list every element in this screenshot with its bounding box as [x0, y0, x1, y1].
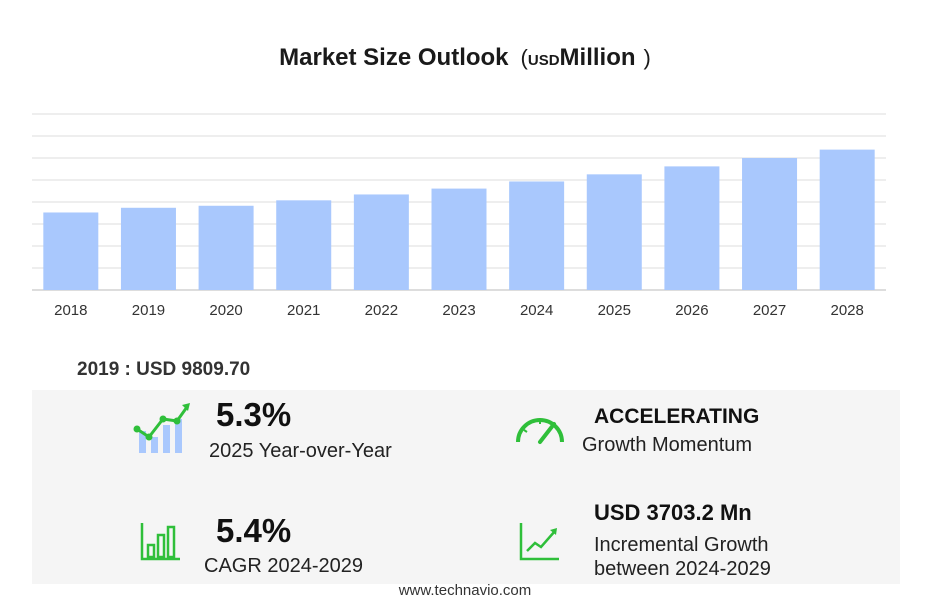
- bar-2027: [742, 158, 798, 290]
- speedometer-icon: [516, 418, 564, 444]
- momentum-label: Growth Momentum: [582, 434, 753, 456]
- x-tick-label: 2025: [598, 302, 631, 319]
- chart-bars: [43, 149, 875, 290]
- bar-2025: [586, 174, 642, 290]
- x-tick-label: 2022: [365, 302, 398, 319]
- bar-2018: [43, 212, 99, 290]
- chart-title: Market Size Outlook (USDMillion): [0, 44, 930, 72]
- year-value-stat: 2019 : USD 9809.70: [77, 359, 251, 380]
- x-tick-label: 2019: [132, 302, 165, 319]
- x-tick-label: 2026: [675, 302, 708, 319]
- line-trend-icon: [519, 523, 559, 561]
- x-tick-label: 2024: [520, 302, 553, 319]
- title-close-paren: ): [643, 45, 651, 70]
- x-tick-label: 2021: [287, 302, 320, 319]
- bar-2028: [819, 149, 875, 290]
- title-unit-big: Million: [559, 44, 636, 71]
- x-tick-label: 2028: [830, 302, 863, 319]
- title-unit-small: USD: [527, 52, 560, 69]
- yoy-label: 2025 Year-over-Year: [209, 440, 392, 462]
- bar-2019: [120, 207, 176, 290]
- bar-2023: [431, 188, 487, 290]
- bar-2024: [509, 181, 565, 290]
- title-main: Market Size Outlook: [279, 44, 509, 71]
- yoy-value: 5.3%: [216, 396, 292, 433]
- incremental-value: USD 3703.2 Mn: [594, 500, 752, 525]
- bar-2020: [198, 205, 254, 290]
- incremental-label-1: Incremental Growth: [594, 534, 769, 556]
- chart-x-ticks: 2018 2019 2020 2021 2022 2023 2024 2025 2026 2027…: [54, 302, 864, 319]
- x-tick-label: 2023: [442, 302, 475, 319]
- bar-chart-icon: [140, 523, 180, 561]
- bar-2021: [276, 200, 332, 290]
- bar-2026: [664, 166, 720, 290]
- bar-chart: 2018 2019 2020 2021 2022 2023 2024 2025 2026 2027…: [32, 113, 886, 319]
- cagr-value: 5.4%: [216, 512, 292, 549]
- growth-bars-icon: [133, 403, 190, 453]
- x-tick-label: 2018: [54, 302, 87, 319]
- incremental-label-2: between 2024-2029: [594, 558, 771, 580]
- bar-2022: [353, 194, 409, 290]
- cagr-label: CAGR 2024-2029: [204, 555, 363, 577]
- footer-url: www.technavio.com: [398, 582, 532, 599]
- x-tick-label: 2027: [753, 302, 786, 319]
- title-open-paren: (: [520, 45, 528, 70]
- x-tick-label: 2020: [209, 302, 242, 319]
- momentum-value: ACCELERATING: [594, 405, 760, 428]
